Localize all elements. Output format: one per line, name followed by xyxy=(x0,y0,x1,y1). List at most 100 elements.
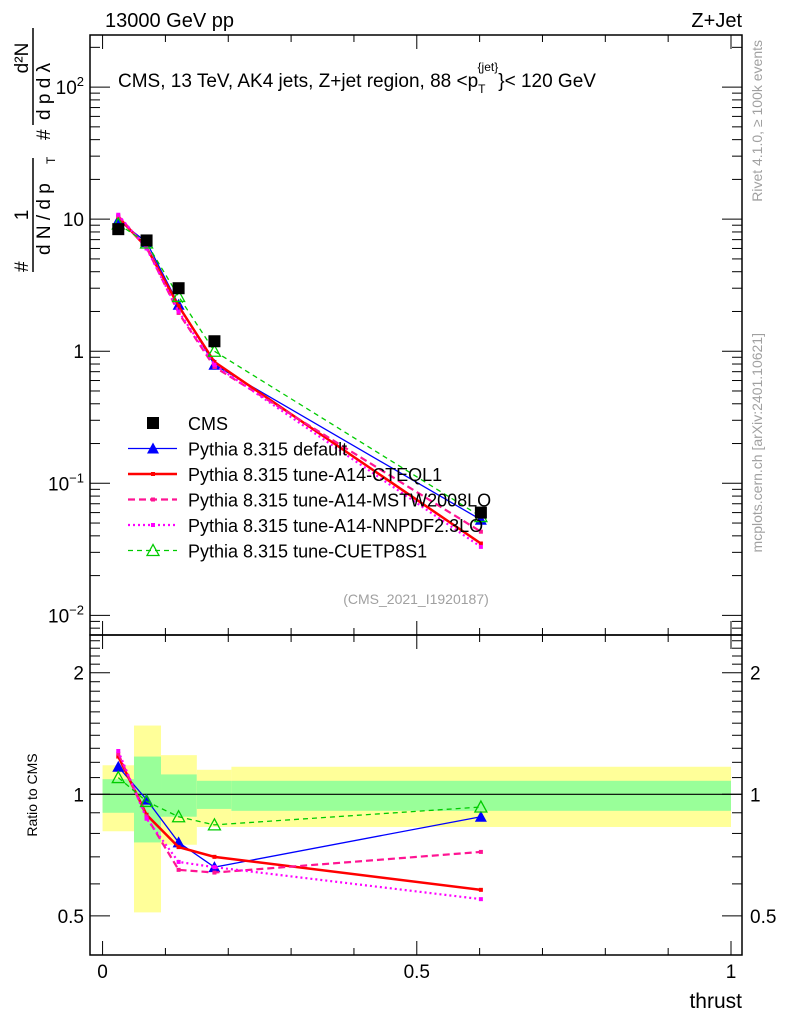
y-tick-label: 10−1 xyxy=(48,470,84,495)
legend-label: Pythia 8.315 tune-A14-MSTW2008LO xyxy=(188,491,491,511)
legend-label: Pythia 8.315 tune-A14-CTEQL1 xyxy=(188,465,442,485)
main-point xyxy=(478,529,483,534)
main-point xyxy=(478,541,483,546)
ylabel-hash: # xyxy=(12,261,33,272)
ratio-point xyxy=(474,810,487,822)
ratio-point xyxy=(176,859,181,864)
legend-entry: Pythia 8.315 tune-A14-MSTW2008LO xyxy=(128,491,491,511)
plot-title: CMS, 13 TeV, AK4 jets, Z+jet region, 88 … xyxy=(118,60,596,96)
ratio-series-pythia-8-315-tune-a14-nnpdf2-3lo xyxy=(116,748,483,902)
ratio-point xyxy=(171,809,186,823)
ratio-y-tick-label: 1 xyxy=(73,785,84,806)
ratio-point xyxy=(478,887,483,892)
main-point xyxy=(478,544,483,549)
ratio-point xyxy=(116,748,121,753)
legend-marker xyxy=(151,523,155,527)
y-tick-label: 10−2 xyxy=(48,602,84,627)
ratio-y-tick-label-right: 1 xyxy=(750,785,761,806)
legend-marker xyxy=(147,442,159,454)
legend-marker xyxy=(151,497,155,502)
ratio-point xyxy=(176,845,181,850)
legend-label: Pythia 8.315 tune-A14-NNPDF2.3LO xyxy=(188,516,483,536)
legend-label: Pythia 8.315 tune-CUETP8S1 xyxy=(188,542,427,562)
legend-entry: Pythia 8.315 tune-A14-CTEQL1 xyxy=(128,465,442,485)
ratio-y-tick-label: 0.5 xyxy=(58,907,84,928)
ratio-point xyxy=(116,751,121,756)
main-point xyxy=(172,282,185,295)
header-right: Z+Jet xyxy=(691,10,742,32)
ratio-line xyxy=(117,753,481,874)
main-series-pythia-8-315-tune-a14-mstw2008lo xyxy=(116,213,483,534)
ratio-series-pythia-8-315-tune-cuetp8s1 xyxy=(111,770,488,831)
main-point xyxy=(140,234,153,247)
main-line xyxy=(117,223,482,518)
ratio-point xyxy=(111,770,126,784)
band-green-2 xyxy=(161,774,197,817)
ylabel-hash2: # xyxy=(34,129,55,140)
band-green-4 xyxy=(231,780,732,811)
x-tick-label: 1 xyxy=(726,962,737,983)
main-point xyxy=(112,223,125,236)
ylabel-den1: d N / d p xyxy=(34,183,55,255)
main-line xyxy=(117,214,482,548)
y-tick-label: 10 xyxy=(63,210,84,231)
main-point xyxy=(212,362,217,367)
ylabel-num1: 1 xyxy=(12,210,33,221)
main-point xyxy=(176,309,181,314)
ratio-y-tick-label-right: 0.5 xyxy=(750,907,776,928)
ratio-point xyxy=(212,870,217,875)
axes: 0 0.5 1 10−2 10−1 1 10 102 0.5 0.5 1 1 2 2 xyxy=(48,34,776,983)
legend-entry: Pythia 8.315 tune-CUETP8S1 xyxy=(128,542,427,562)
main-series-cms xyxy=(112,223,487,519)
legend-label: Pythia 8.315 default xyxy=(188,440,347,460)
main-point xyxy=(116,212,121,217)
main-point xyxy=(212,359,217,364)
ylabel-den2: d p d λ xyxy=(34,62,55,120)
legend-entry: Pythia 8.315 default xyxy=(128,440,347,460)
legend-marker xyxy=(145,543,161,557)
ratio-point xyxy=(207,817,222,831)
header-left: 13000 GeV pp xyxy=(105,10,234,32)
ylabel-sub1: T xyxy=(44,156,58,164)
ratio-point xyxy=(139,794,154,808)
ratio-y-tick-label: 2 xyxy=(73,664,84,685)
legend-entry: Pythia 8.315 tune-A14-NNPDF2.3LO xyxy=(128,516,483,536)
ratio-ylabel: Ratio to CMS xyxy=(24,753,40,836)
ratio-y-tick-label-right: 2 xyxy=(750,664,761,685)
legend-entry: CMS xyxy=(147,414,228,434)
ratio-point xyxy=(473,799,488,813)
ratio-point xyxy=(112,760,125,772)
x-tick-label: 0.5 xyxy=(404,962,430,983)
x-tick-label: 0 xyxy=(97,962,108,983)
ylabel-num2: d²N xyxy=(12,43,33,74)
ratio-point xyxy=(116,754,121,759)
main-point xyxy=(171,289,186,303)
side-label-rivet: Rivet 4.1.0, ≥ 100k events xyxy=(749,40,765,202)
main-point xyxy=(207,343,222,357)
band-green-0 xyxy=(102,779,134,813)
legend-marker xyxy=(151,472,155,476)
ratio-point xyxy=(478,897,483,902)
side-label-mcplots: mcplots.cern.ch [arXiv:2401.10621] xyxy=(749,333,765,552)
x-axis-label: thrust xyxy=(689,990,742,1013)
main-point xyxy=(176,304,181,309)
y-tick-exponent: −2 xyxy=(69,602,84,617)
ratio-point xyxy=(144,816,149,821)
y-tick-exponent: 2 xyxy=(77,74,84,89)
ratio-frame xyxy=(89,634,743,956)
main-point xyxy=(212,364,217,369)
ratio-point xyxy=(212,854,217,859)
ratio-point xyxy=(478,849,483,854)
ratio-point xyxy=(212,865,217,870)
y-tick-exponent: −1 xyxy=(69,470,84,485)
y-tick-label: 1 xyxy=(73,342,84,363)
ratio-point xyxy=(176,867,181,872)
y-tick-label: 102 xyxy=(56,74,84,99)
main-point xyxy=(208,335,221,348)
ratio-line xyxy=(117,777,481,826)
main-point xyxy=(474,506,487,519)
legend: CMS Pythia 8.315 default Pythia 8.315 tune… xyxy=(128,414,491,562)
ratio-uncertainty-bands xyxy=(90,725,742,913)
legend-marker xyxy=(147,417,159,429)
